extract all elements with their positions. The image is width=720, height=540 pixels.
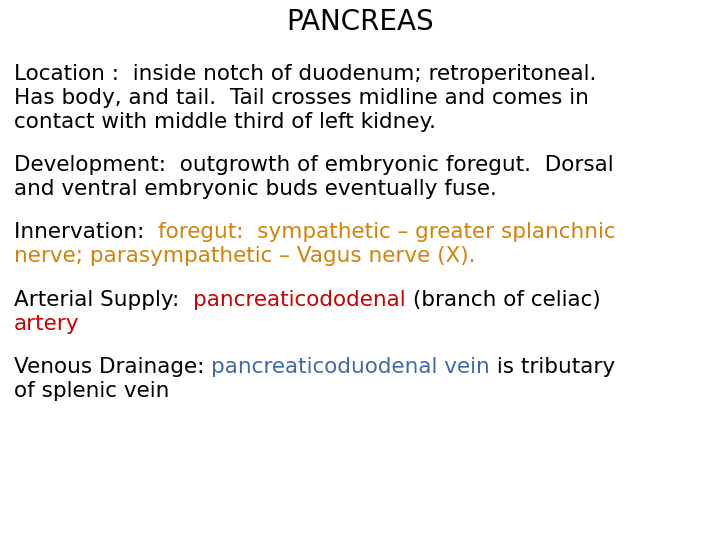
Text: is tributary: is tributary (490, 357, 615, 377)
Text: Venous Drainage:: Venous Drainage: (14, 357, 211, 377)
Text: contact with middle third of left kidney.: contact with middle third of left kidney… (14, 112, 436, 132)
Text: pancreaticododenal: pancreaticododenal (193, 289, 405, 309)
Text: artery: artery (14, 314, 79, 334)
Text: pancreaticoduodenal vein: pancreaticoduodenal vein (211, 357, 490, 377)
Text: Development:  outgrowth of embryonic foregut.  Dorsal: Development: outgrowth of embryonic fore… (14, 155, 613, 175)
Text: and ventral embryonic buds eventually fuse.: and ventral embryonic buds eventually fu… (14, 179, 497, 199)
Text: Arterial Supply:: Arterial Supply: (14, 289, 193, 309)
Text: Innervation:: Innervation: (14, 222, 158, 242)
Text: PANCREAS: PANCREAS (286, 8, 434, 36)
Text: Location :  inside notch of duodenum; retroperitoneal.: Location : inside notch of duodenum; ret… (14, 64, 596, 84)
Text: Has body, and tail.  Tail crosses midline and comes in: Has body, and tail. Tail crosses midline… (14, 88, 589, 108)
Text: of splenic vein: of splenic vein (14, 381, 169, 401)
Text: nerve; parasympathetic – Vagus nerve (X).: nerve; parasympathetic – Vagus nerve (X)… (14, 246, 475, 266)
Text: (branch of celiac): (branch of celiac) (405, 289, 600, 309)
Text: foregut:  sympathetic – greater splanchnic: foregut: sympathetic – greater splanchni… (158, 222, 616, 242)
